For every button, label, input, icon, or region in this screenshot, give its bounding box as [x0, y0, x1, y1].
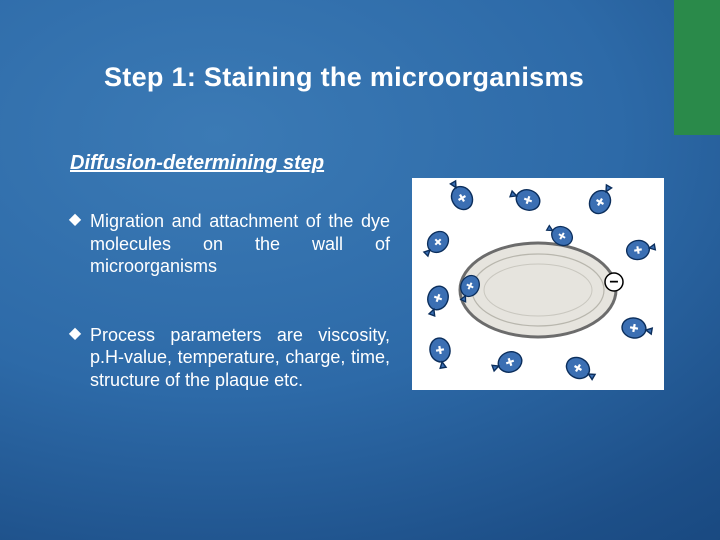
slide-title: Step 1: Staining the microorganisms	[104, 62, 640, 93]
list-item: ◆ Process parameters are viscosity, p.H-…	[60, 324, 390, 392]
bullet-marker-icon: ◆	[60, 210, 90, 278]
accent-bar	[674, 0, 720, 135]
list-item: ◆ Migration and attachment of the dye mo…	[60, 210, 390, 278]
svg-text:−: −	[609, 274, 618, 291]
bullet-text: Process parameters are viscosity, p.H-va…	[90, 324, 390, 392]
bullet-marker-icon: ◆	[60, 324, 90, 392]
slide-subhead: Diffusion-determining step	[70, 152, 324, 175]
diagram-figure: −	[412, 178, 664, 390]
bullet-list: ◆ Migration and attachment of the dye mo…	[60, 210, 390, 437]
dye-cell-diagram: −	[412, 178, 664, 390]
bullet-text: Migration and attachment of the dye mole…	[90, 210, 390, 278]
